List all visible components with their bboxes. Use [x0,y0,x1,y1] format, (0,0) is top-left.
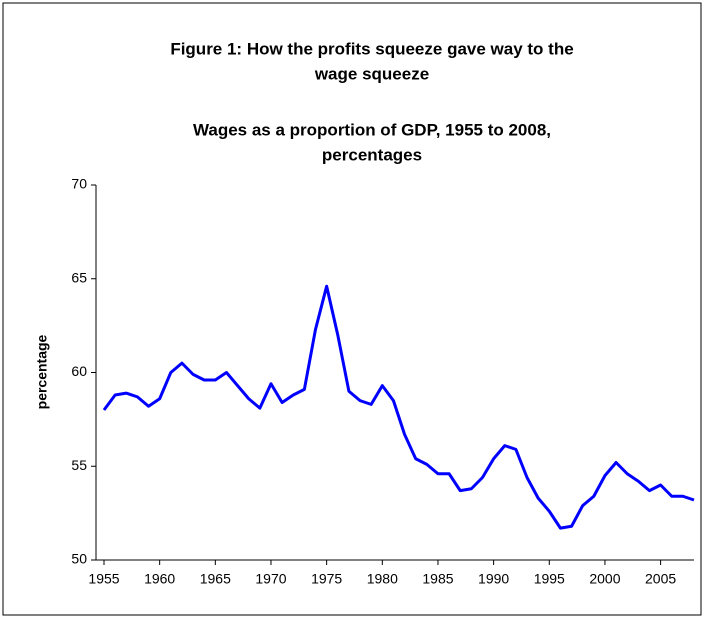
data-line [102,284,695,530]
y-tick-label: 55 [71,457,87,473]
x-tick-label: 1955 [88,571,119,587]
y-tick-label: 70 [71,176,87,192]
y-tick-label: 65 [71,269,87,285]
chart-title: Figure 1: How the profits squeeze gave w… [170,39,573,58]
chart-subtitle: Wages as a proportion of GDP, 1955 to 20… [193,120,551,139]
x-tick-label: 1965 [200,571,231,587]
x-tick-label: 1985 [422,571,453,587]
chart-title: wage squeeze [314,64,429,83]
chart-frame [2,2,702,616]
x-tick-label: 1990 [478,571,509,587]
y-tick-label: 60 [71,363,87,379]
chart-subtitle: percentages [322,145,422,164]
x-tick-label: 2000 [589,571,620,587]
x-tick-label: 2005 [645,571,676,587]
x-tick-label: 1970 [255,571,286,587]
y-tick-label: 50 [71,551,87,567]
x-tick-label: 1975 [311,571,342,587]
x-tick-label: 1980 [367,571,398,587]
x-tick-label: 1960 [144,571,175,587]
y-axis-label: percentage [34,334,50,409]
x-tick-label: 1995 [534,571,565,587]
